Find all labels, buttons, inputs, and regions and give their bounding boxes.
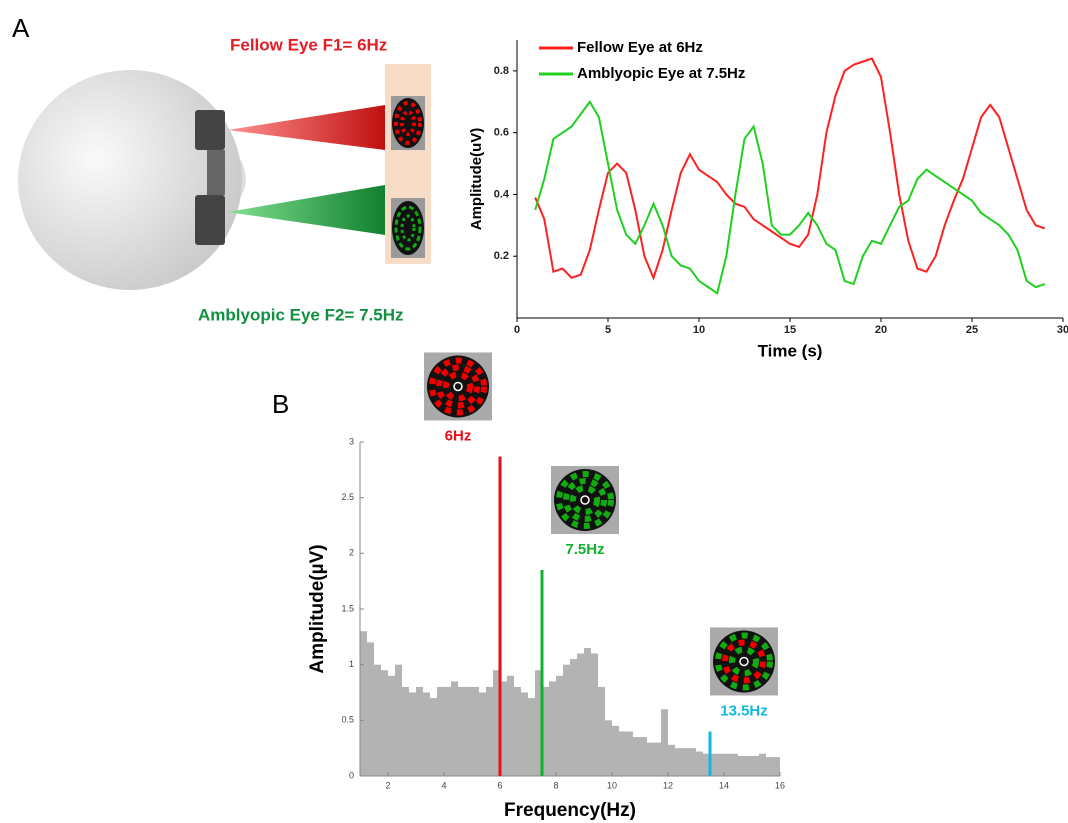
bar <box>507 676 514 776</box>
y-axis-label: Amplitude(µV) <box>307 544 328 673</box>
bar <box>633 737 640 776</box>
x-tick-label: 2 <box>385 780 390 790</box>
x-tick-label: 25 <box>966 324 978 336</box>
y-tick-label: 0 <box>349 770 354 780</box>
bar <box>381 670 388 776</box>
bar <box>395 665 402 776</box>
bar <box>570 659 577 776</box>
x-tick-label: 8 <box>553 780 558 790</box>
y-tick-label: 3 <box>349 436 354 446</box>
bar <box>514 687 521 776</box>
bar <box>647 743 654 776</box>
bar <box>472 687 479 776</box>
bar <box>563 665 570 776</box>
bar <box>479 693 486 777</box>
x-tick-label: 10 <box>607 780 617 790</box>
bar <box>584 648 591 776</box>
bar <box>486 687 493 776</box>
bar <box>766 757 773 776</box>
data-line <box>535 59 1045 278</box>
bar <box>577 654 584 776</box>
bar <box>444 687 451 776</box>
fellow-eye-label: Fellow Eye F1= 6Hz <box>230 35 387 54</box>
bar <box>402 687 409 776</box>
x-tick-label: 30 <box>1057 324 1068 336</box>
x-tick-label: 6 <box>497 780 502 790</box>
bar <box>528 698 535 776</box>
bar <box>360 631 367 776</box>
bar <box>752 756 759 776</box>
x-tick-label: 12 <box>663 780 673 790</box>
bar <box>416 687 423 776</box>
peak-label: 13.5Hz <box>720 702 768 719</box>
x-tick-label: 4 <box>441 780 446 790</box>
bar <box>549 681 556 776</box>
bar <box>731 754 738 776</box>
legend-label: Amblyopic Eye at 7.5Hz <box>577 65 745 82</box>
bar <box>367 642 374 776</box>
x-tick-label: 5 <box>605 324 611 336</box>
bar <box>661 709 668 776</box>
bar <box>451 681 458 776</box>
amblyopic-eye-label: Amblyopic Eye F2= 7.5Hz <box>198 305 404 324</box>
bar <box>374 665 381 776</box>
bar <box>696 752 703 776</box>
head-diagram <box>18 64 431 290</box>
figure: A B Fellow Eye F1= 6Hz Amblyopic Eye F2=… <box>0 0 1068 823</box>
x-tick-label: 15 <box>784 324 796 336</box>
y-tick-label: 0.5 <box>341 715 354 725</box>
y-tick-label: 1 <box>349 659 354 669</box>
bar <box>465 687 472 776</box>
bar <box>521 693 528 777</box>
x-axis-label: Frequency(Hz) <box>504 800 636 821</box>
x-tick-label: 20 <box>875 324 887 336</box>
bar <box>458 687 465 776</box>
bar <box>724 754 731 776</box>
bar <box>626 731 633 776</box>
y-tick-label: 0.2 <box>494 250 509 262</box>
bar <box>640 737 647 776</box>
x-tick-label: 16 <box>775 780 785 790</box>
bar <box>689 748 696 776</box>
panel-label: B <box>272 389 289 419</box>
panel-label: A <box>12 13 30 43</box>
bar <box>605 720 612 776</box>
x-tick-label: 0 <box>514 324 520 336</box>
bar <box>745 756 752 776</box>
bar <box>654 743 661 776</box>
y-axis-label: Amplitude(uV) <box>468 128 485 231</box>
bar <box>430 698 437 776</box>
bar <box>388 676 395 776</box>
bar <box>423 693 430 777</box>
bar <box>759 754 766 776</box>
y-tick-label: 1.5 <box>341 603 354 613</box>
y-tick-label: 2 <box>349 548 354 558</box>
bar <box>437 687 444 776</box>
y-tick-label: 2.5 <box>341 492 354 502</box>
data-line <box>535 102 1045 294</box>
bar <box>738 756 745 776</box>
peak-label: 7.5Hz <box>565 541 604 558</box>
bar <box>675 748 682 776</box>
bar <box>682 748 689 776</box>
x-tick-label: 10 <box>693 324 705 336</box>
y-tick-label: 0.8 <box>494 65 509 77</box>
legend-label: Fellow Eye at 6Hz <box>577 39 703 56</box>
y-tick-label: 0.6 <box>494 127 509 139</box>
bar <box>598 687 605 776</box>
bar <box>619 731 626 776</box>
bar <box>717 754 724 776</box>
bar <box>668 745 675 776</box>
bar <box>773 757 780 776</box>
bar <box>612 726 619 776</box>
bar <box>591 654 598 776</box>
x-tick-label: 14 <box>719 780 729 790</box>
bar <box>409 693 416 777</box>
peak-label: 6Hz <box>445 427 472 444</box>
y-tick-label: 0.4 <box>494 188 510 200</box>
x-axis-label: Time (s) <box>758 341 823 360</box>
bar <box>556 676 563 776</box>
